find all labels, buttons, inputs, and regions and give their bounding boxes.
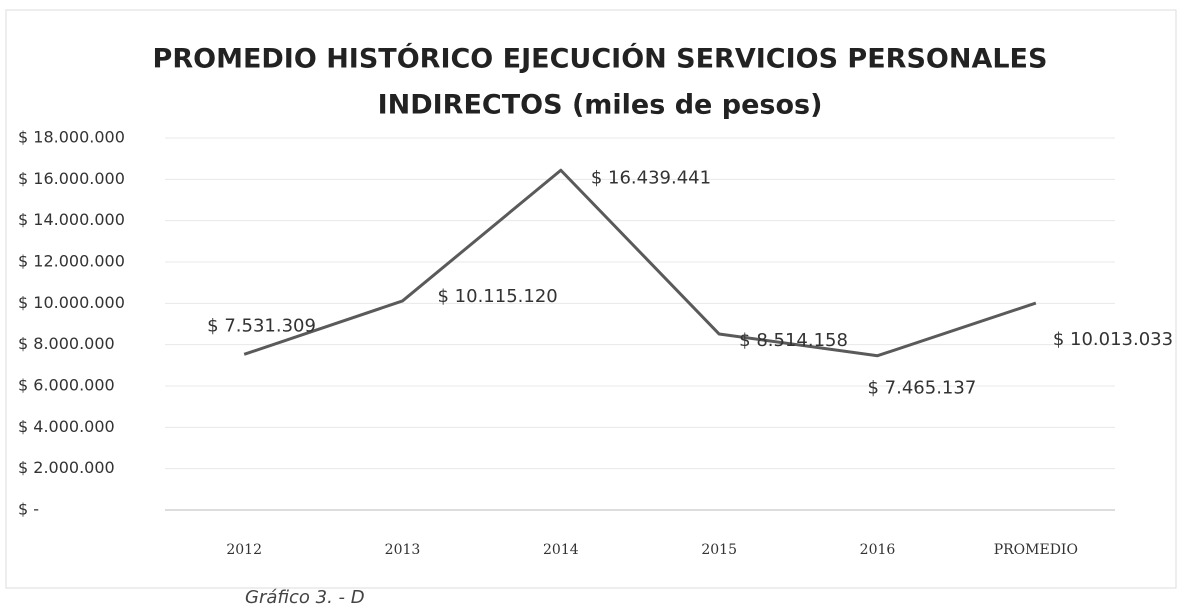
y-tick-label: $ 10.000.000: [18, 293, 125, 312]
data-label: $ 7.531.309: [207, 315, 316, 336]
chart-frame: [5, 9, 1177, 589]
x-tick-label: 2012: [226, 542, 262, 558]
data-label: $ 8.514.158: [739, 330, 848, 351]
chart-title: INDIRECTOS (miles de pesos): [378, 90, 823, 121]
y-tick-label: $ 18.000.000: [18, 128, 125, 147]
x-tick-label: 2015: [701, 542, 737, 558]
data-label: $ 10.115.120: [438, 286, 558, 307]
y-tick-label: $ -: [18, 500, 39, 519]
caption: Gráfico 3. - D: [245, 587, 365, 605]
y-tick-label: $ 16.000.000: [18, 169, 125, 188]
data-label: $ 7.465.137: [868, 378, 977, 399]
y-tick-label: $ 14.000.000: [18, 210, 125, 229]
data-label: $ 10.013.033: [1053, 329, 1173, 350]
y-tick-label: $ 4.000.000: [18, 417, 115, 436]
y-tick-label: $ 12.000.000: [18, 252, 125, 271]
line: [243, 168, 1037, 358]
x-tick-label: 2013: [385, 542, 421, 558]
chart-title: PROMEDIO HISTÓRICO EJECUCIÓN SERVICIOS P…: [153, 43, 1048, 75]
x-tick-label: PROMEDIO: [994, 542, 1078, 558]
y-tick-label: $ 6.000.000: [18, 376, 115, 395]
data-label: $ 16.439.441: [591, 167, 711, 188]
x-tick-label: 2014: [543, 542, 579, 558]
x-tick-label: 2016: [860, 542, 896, 558]
y-tick-label: $ 2.000.000: [18, 458, 115, 477]
y-tick-label: $ 8.000.000: [18, 334, 115, 353]
